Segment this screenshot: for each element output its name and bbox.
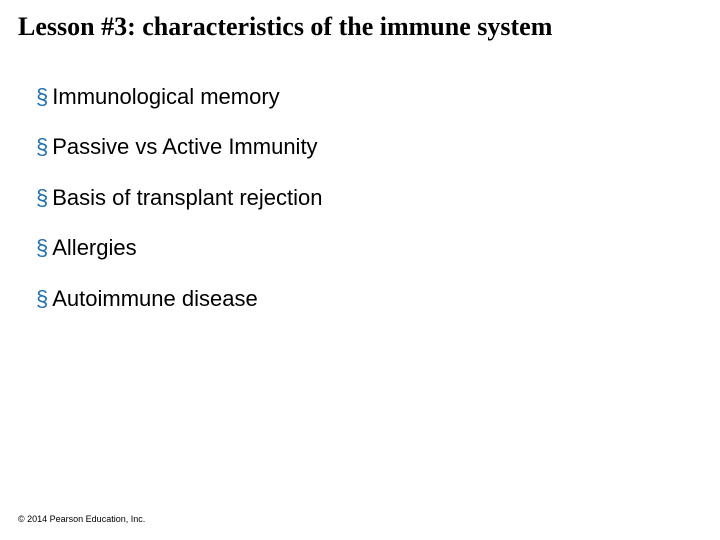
- bullet-text: Immunological memory: [52, 84, 279, 110]
- slide-container: Lesson #3: characteristics of the immune…: [0, 0, 720, 540]
- bullet-text: Passive vs Active Immunity: [52, 134, 317, 160]
- bullet-text: Basis of transplant rejection: [52, 185, 322, 211]
- slide-title: Lesson #3: characteristics of the immune…: [18, 12, 702, 42]
- bullet-list: § Immunological memory § Passive vs Acti…: [18, 84, 702, 312]
- bullet-text: Autoimmune disease: [52, 286, 257, 312]
- bullet-icon: §: [36, 235, 48, 261]
- list-item: § Basis of transplant rejection: [36, 185, 702, 211]
- list-item: § Immunological memory: [36, 84, 702, 110]
- bullet-text: Allergies: [52, 235, 136, 261]
- bullet-icon: §: [36, 286, 48, 312]
- list-item: § Allergies: [36, 235, 702, 261]
- bullet-icon: §: [36, 134, 48, 160]
- bullet-icon: §: [36, 185, 48, 211]
- list-item: § Passive vs Active Immunity: [36, 134, 702, 160]
- bullet-icon: §: [36, 84, 48, 110]
- list-item: § Autoimmune disease: [36, 286, 702, 312]
- copyright-footer: © 2014 Pearson Education, Inc.: [18, 514, 145, 524]
